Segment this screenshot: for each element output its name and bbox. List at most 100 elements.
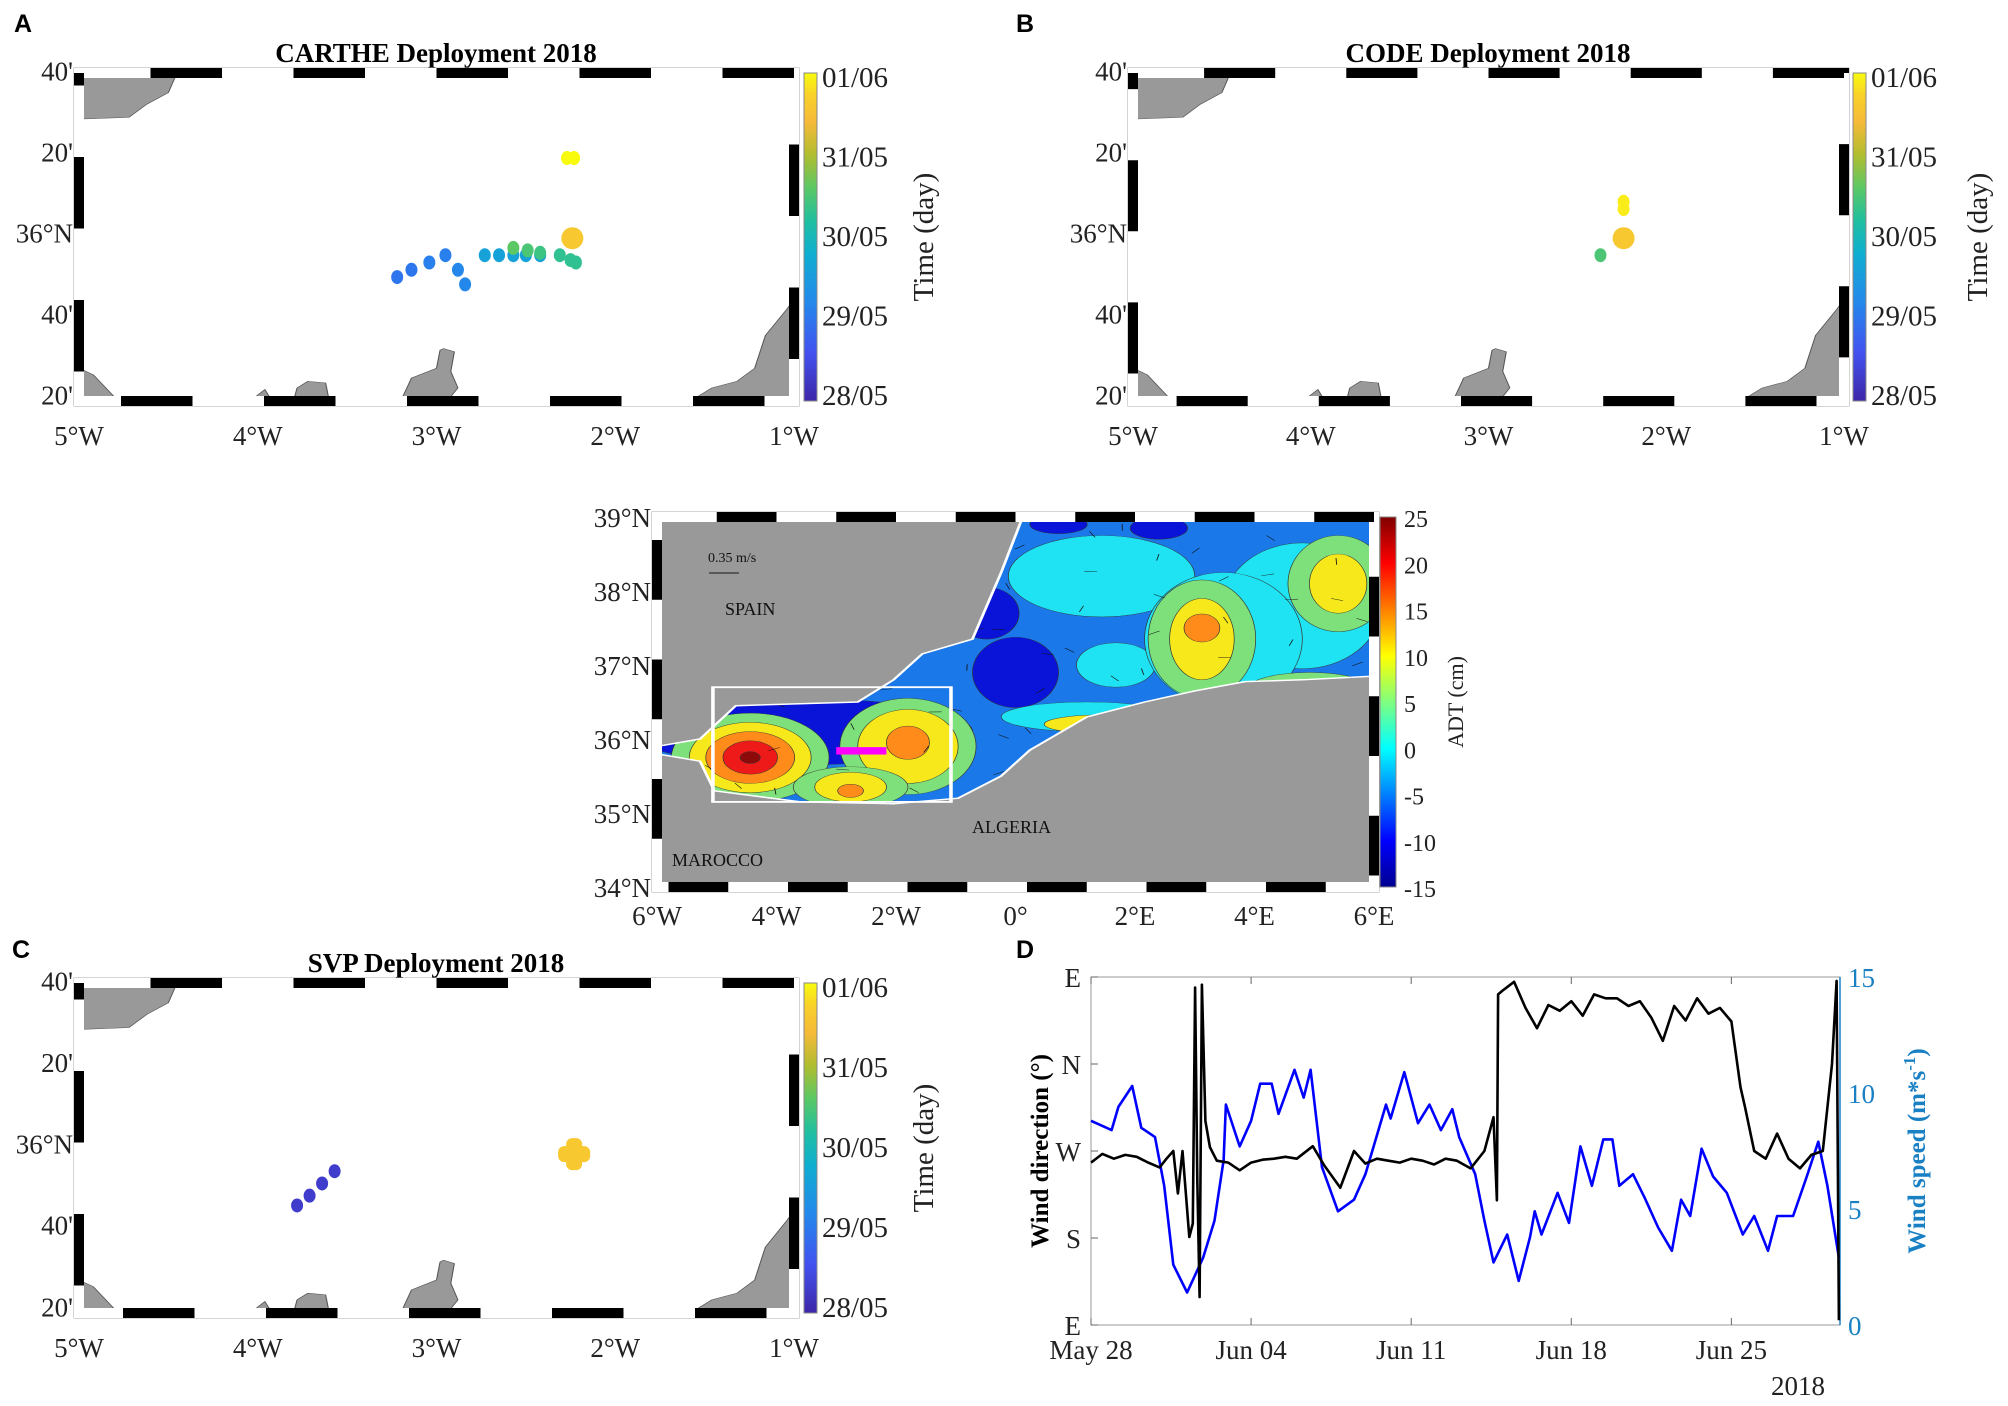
y-right-tick-label: 10 bbox=[1848, 1079, 1875, 1109]
velocity-arrow bbox=[923, 746, 929, 753]
section-marker bbox=[836, 747, 887, 755]
colorbar-tick-label: 29/05 bbox=[822, 301, 888, 333]
lon-tick-label: 1°W bbox=[769, 421, 819, 451]
x-tick-label: Jun 18 bbox=[1536, 1335, 1607, 1365]
lon-tick-label: 6°E bbox=[1354, 901, 1395, 931]
lat-tick-label: 20' bbox=[41, 380, 73, 410]
lat-tick-label: 20' bbox=[41, 1048, 73, 1078]
drifter-point bbox=[553, 248, 566, 263]
colorbar-tick-label: 30/05 bbox=[1871, 221, 1937, 253]
y-left-axis-title: Wind direction (°) bbox=[1027, 1054, 1054, 1248]
lat-tick-label: 20' bbox=[1095, 380, 1127, 410]
velocity-arrow bbox=[1156, 553, 1160, 561]
drifter-point bbox=[328, 1164, 341, 1179]
svp-drift-map: 5°W 4°W 3°W 2°W 1°W 40' 20' 36°N 40' 20' 01/06 31/0… bbox=[16, 966, 940, 1363]
map-frame-dashes bbox=[74, 68, 799, 406]
lon-tick-label: 1°W bbox=[769, 1333, 819, 1363]
drifter-point bbox=[493, 248, 506, 263]
velocity-arrow bbox=[1140, 668, 1145, 676]
lat-tick-label: 40' bbox=[41, 966, 73, 996]
panel-letter-c: C bbox=[12, 936, 30, 964]
lon-tick-label: 2°E bbox=[1115, 901, 1156, 931]
drifter-point bbox=[507, 240, 520, 255]
colorbar-tick-label: 10 bbox=[1404, 646, 1428, 672]
velocity-arrow bbox=[768, 747, 780, 751]
velocity-arrow bbox=[998, 734, 1009, 739]
y-left-tick-label: E bbox=[1065, 1311, 1082, 1341]
adt-colorbar bbox=[1379, 516, 1397, 888]
lat-tick-label: 39°N bbox=[594, 503, 651, 533]
lat-tick-label: 20' bbox=[41, 1292, 73, 1322]
colorbar-title: Time (day) bbox=[1962, 173, 1994, 302]
map-frame-dashes bbox=[652, 512, 1379, 892]
panel-letter-d: D bbox=[1016, 936, 1034, 964]
velocity-arrow bbox=[1351, 661, 1363, 667]
carthe-drift-map: 5°W 4°W 3°W 2°W 1°W 40' 20' 36°N 40' 20' 01/06 31/0… bbox=[16, 56, 940, 451]
velocity-arrow bbox=[1088, 531, 1096, 538]
drifter-point bbox=[423, 255, 436, 270]
panel-letter-a: A bbox=[14, 10, 32, 38]
adt-contour bbox=[1007, 535, 1196, 618]
panel-c-title: SVP Deployment 2018 bbox=[308, 948, 565, 978]
lat-tick-label: 40' bbox=[1095, 299, 1127, 329]
land bbox=[400, 1259, 459, 1314]
wind-direction-line bbox=[1090, 979, 1841, 1321]
colorbar-tick-label: 28/05 bbox=[1871, 380, 1937, 412]
x-tick-label: May 28 bbox=[1049, 1335, 1132, 1365]
drifter-point bbox=[291, 1198, 304, 1213]
colorbar-title: Time (day) bbox=[908, 173, 940, 302]
colorbar-tick-label: -10 bbox=[1404, 831, 1436, 857]
panel-b-title: CODE Deployment 2018 bbox=[1346, 38, 1631, 68]
y-right-tick-label: 15 bbox=[1848, 963, 1875, 993]
drifter-point bbox=[1612, 227, 1635, 250]
drifter-point bbox=[1594, 248, 1607, 263]
lon-tick-label: 3°W bbox=[412, 1333, 462, 1363]
lat-tick-label: 40' bbox=[1095, 56, 1127, 86]
y-right-axis-title-text: Wind speed (m*s bbox=[1904, 1071, 1931, 1254]
velocity-arrow bbox=[1261, 573, 1274, 577]
velocity-arrow bbox=[850, 723, 855, 730]
velocity-arrow bbox=[1110, 675, 1119, 682]
velocity-arrow bbox=[1014, 544, 1025, 550]
lon-tick-label: 4°W bbox=[233, 1333, 283, 1363]
velocity-arrow bbox=[1285, 598, 1299, 601]
adt-contour bbox=[1183, 613, 1221, 643]
y-left-tick-label: W bbox=[1056, 1137, 1082, 1167]
y-right-axis-title: Wind speed (m*s-1) bbox=[1900, 1048, 1931, 1253]
drifter-point bbox=[478, 248, 491, 263]
lon-tick-label: 1°W bbox=[1819, 421, 1869, 451]
adt-contour bbox=[837, 783, 864, 798]
colorbar-tick-label: 01/06 bbox=[1871, 62, 1937, 94]
lat-tick-label: 20' bbox=[41, 137, 73, 167]
x-year-label: 2018 bbox=[1771, 1371, 1825, 1401]
lat-tick-label: 38°N bbox=[594, 577, 651, 607]
x-tick-label: Jun 11 bbox=[1376, 1335, 1446, 1365]
lon-tick-label: 2°W bbox=[871, 901, 921, 931]
lat-tick-label: 36°N bbox=[16, 218, 73, 248]
colorbar-tick-label: -15 bbox=[1404, 877, 1436, 903]
drifter-point bbox=[316, 1176, 329, 1191]
colorbar-tick-label: -5 bbox=[1404, 785, 1424, 811]
map-background bbox=[79, 73, 794, 401]
drifter-point bbox=[534, 245, 547, 260]
lat-tick-label: 37°N bbox=[594, 651, 651, 681]
superscript: -1 bbox=[1900, 1057, 1919, 1071]
lat-tick-label: 40' bbox=[41, 299, 73, 329]
colorbar-tick-label: 30/05 bbox=[822, 221, 888, 253]
lon-tick-label: 4°E bbox=[1234, 901, 1275, 931]
drifter-point bbox=[303, 1188, 316, 1203]
velocity-arrow bbox=[1078, 605, 1084, 613]
lon-tick-label: 3°W bbox=[1464, 421, 1514, 451]
colorbar-tick-label: 30/05 bbox=[822, 1132, 888, 1164]
lon-tick-label: 2°W bbox=[590, 421, 640, 451]
colorbar-tick-label: 29/05 bbox=[822, 1212, 888, 1244]
time-colorbar bbox=[803, 72, 818, 402]
x-tick-label: Jun 04 bbox=[1215, 1335, 1287, 1365]
velocity-arrow bbox=[1005, 583, 1011, 590]
panel-a-title: CARTHE Deployment 2018 bbox=[275, 38, 597, 68]
colorbar-tick-label: 01/06 bbox=[822, 972, 888, 1004]
velocity-arrow bbox=[991, 629, 1005, 631]
adt-contour bbox=[972, 637, 1059, 708]
lon-tick-label: 4°W bbox=[233, 421, 283, 451]
